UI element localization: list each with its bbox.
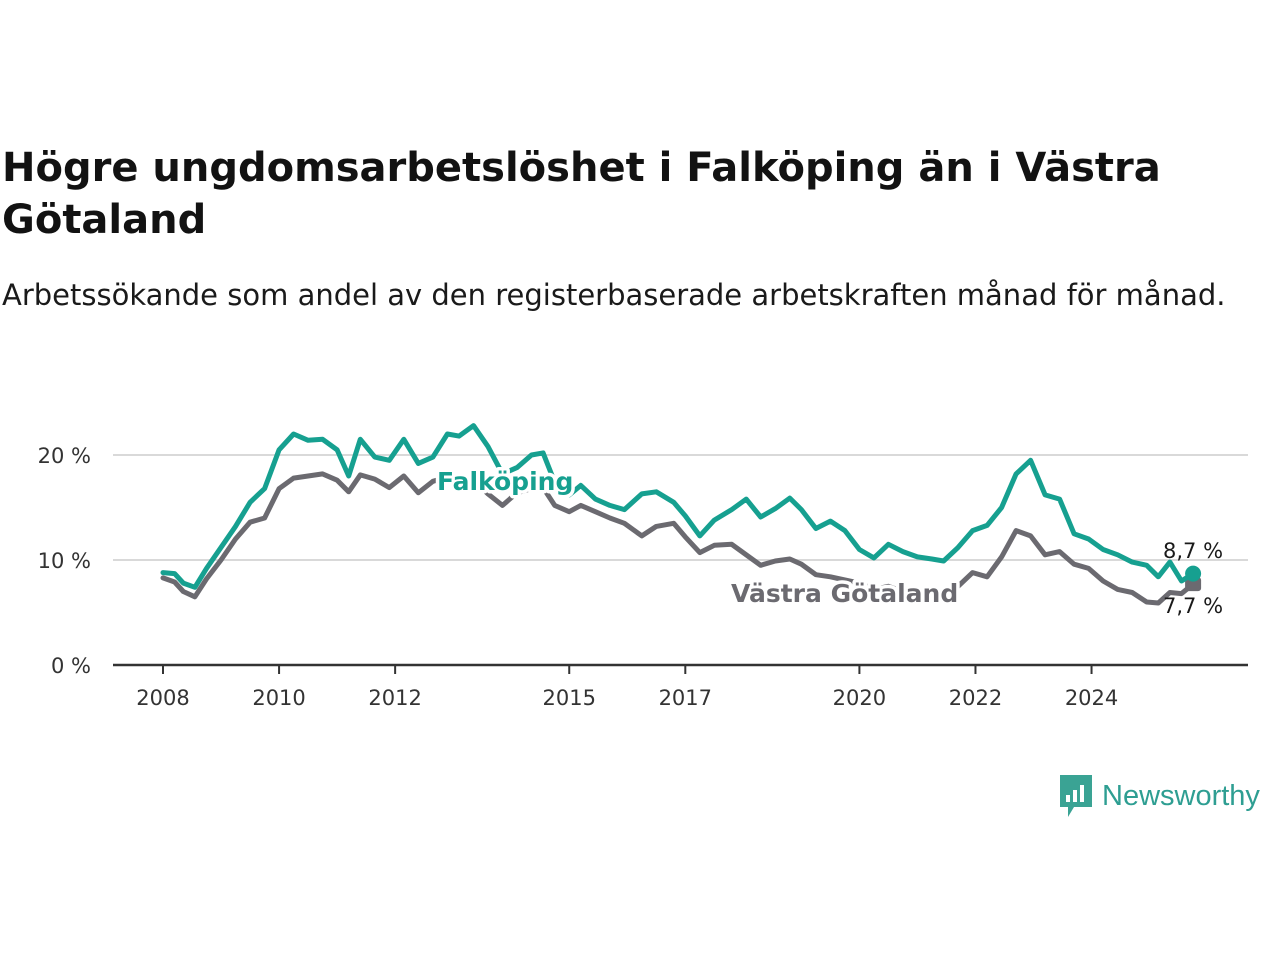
y-tick-label: 0 % [51,654,91,678]
brand-name: Newsworthy [1102,779,1260,812]
chart-subtitle: Arbetssökande som andel av den registerb… [2,278,1226,312]
x-tick-label: 2012 [368,686,421,710]
x-axis: 2008 2010 2012 2015 2017 2020 2022 2024 [113,663,1248,710]
chart-title: Högre ungdomsarbetslöshet i Falköping än… [2,145,1161,243]
series-lines [160,423,1202,606]
series-line-vastra-gotaland [160,471,1196,606]
x-tick-label: 2015 [543,686,596,710]
newsworthy-logo: Newsworthy [1058,772,1260,820]
series-labels: Falköping Västra Götaland [434,464,962,612]
end-label-falkoping: 8,7 % [1163,539,1223,563]
y-axis: 0 % 10 % 20 % [38,444,91,678]
newsworthy-icon [1060,775,1092,817]
end-point-vastra-gotaland [1185,577,1202,592]
end-point-falkoping [1185,565,1202,582]
x-tick-label: 2008 [136,686,189,710]
x-tick-label: 2022 [949,686,1002,710]
y-tick-label: 20 % [38,444,91,468]
x-tick-label: 2010 [252,686,305,710]
series-line-falkoping [160,423,1196,590]
series-label-vastra-gotaland: Västra Götaland [731,579,958,608]
end-label-vastra-gotaland: 7,7 % [1163,594,1223,618]
x-tick-label: 2024 [1065,686,1118,710]
y-tick-label: 10 % [38,549,91,573]
gridlines [113,454,1248,561]
x-tick-label: 2017 [659,686,712,710]
series-label-falkoping: Falköping [437,467,573,496]
x-tick-label: 2020 [833,686,886,710]
end-value-labels: 8,7 % 7,7 % [1163,539,1223,618]
